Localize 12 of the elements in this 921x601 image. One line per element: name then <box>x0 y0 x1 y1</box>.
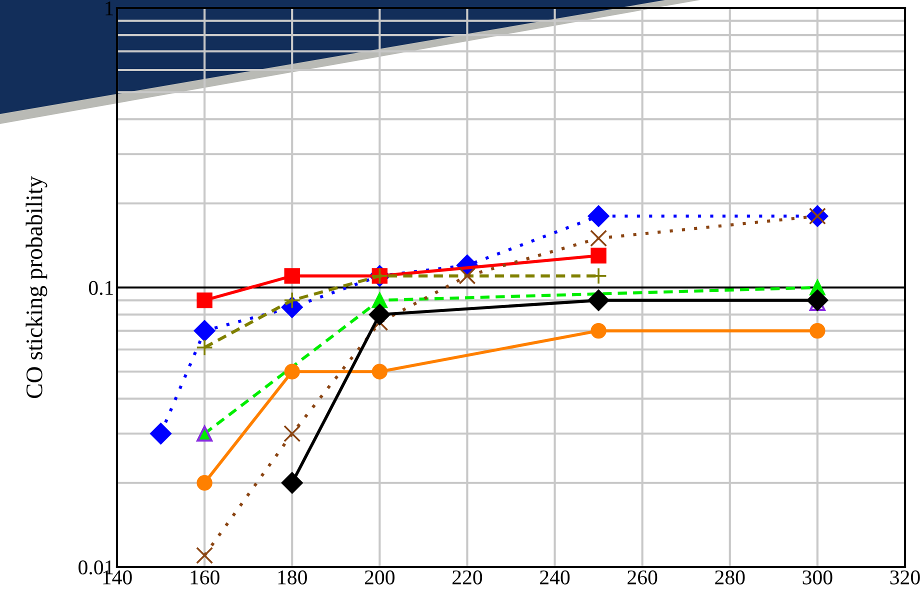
x-tick-label: 200 <box>364 570 394 584</box>
x-tick-label: 220 <box>452 570 482 584</box>
x-tick-label: 180 <box>278 570 307 584</box>
y-axis-title: CO sticking probability <box>26 176 48 398</box>
x-tick-label: 320 <box>890 570 920 584</box>
x-tick-label: 300 <box>802 570 832 584</box>
y-tick-label: 1 <box>106 1 113 16</box>
x-tick-label: 160 <box>190 570 220 584</box>
x-tick-label: 260 <box>628 570 658 584</box>
x-tick-label: 240 <box>540 570 570 584</box>
y-tick-label: 0.1 <box>88 280 113 296</box>
x-tick-label: 280 <box>715 570 745 584</box>
